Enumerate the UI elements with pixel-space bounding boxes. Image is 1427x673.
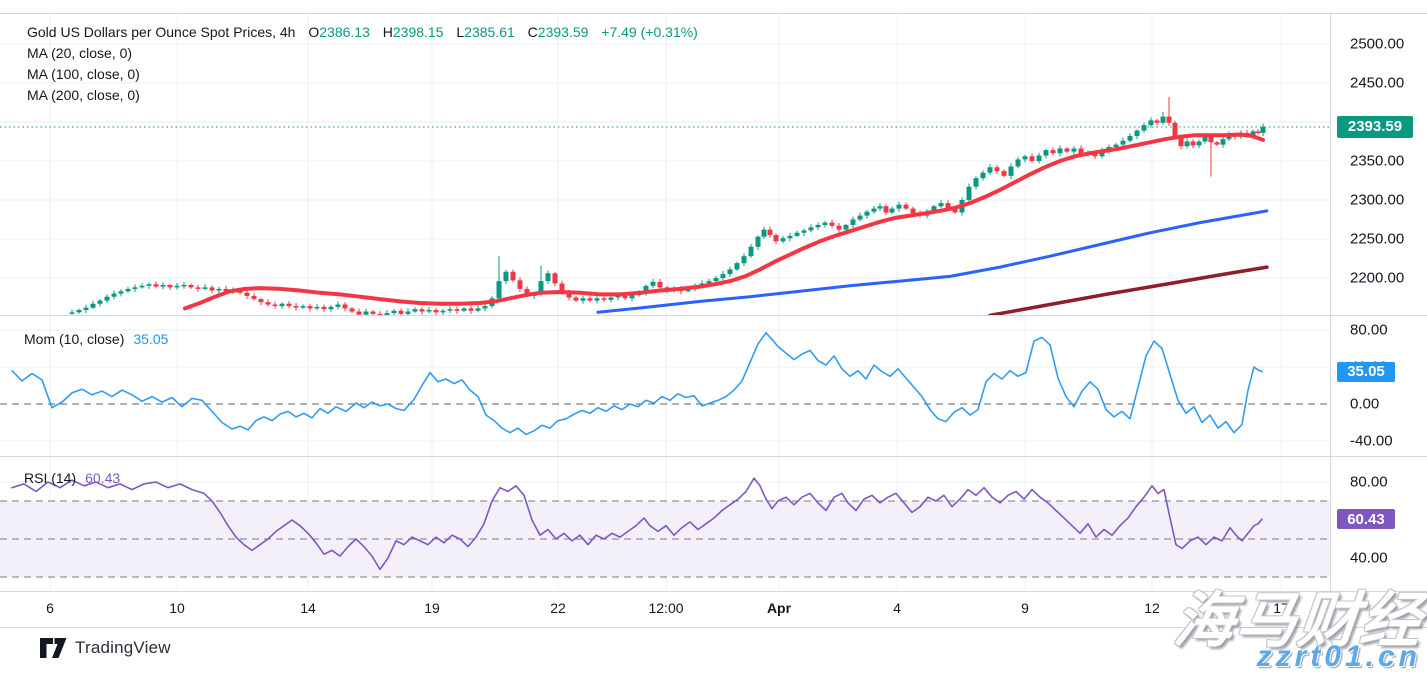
price-tick-2300: 2300.00 xyxy=(1350,191,1405,209)
legend-ma200[interactable]: MA (200, close, 0) xyxy=(27,87,140,103)
price-tick-2500: 2500.00 xyxy=(1350,35,1405,53)
last-price-badge: 2393.59 xyxy=(1337,115,1413,138)
price-scale[interactable]: 40.0080.00-40.000.0040.0080.002200.00225… xyxy=(1331,13,1427,627)
time-tick-12: 12 xyxy=(1144,600,1160,616)
price-tick-2450: 2450.00 xyxy=(1350,74,1405,92)
rsi-band xyxy=(0,501,1336,577)
mom-value-badge: 35.05 xyxy=(1337,361,1395,382)
tradingview-logo-icon xyxy=(40,638,67,658)
time-tick-22: 22 xyxy=(550,600,566,616)
ma200-line xyxy=(988,265,1269,315)
mom-line xyxy=(11,332,1263,436)
tradingview-brand-text: TradingView xyxy=(75,638,171,657)
high-label: H xyxy=(382,24,393,40)
price-mom-separator[interactable] xyxy=(0,315,1427,316)
price-tick-2350: 2350.00 xyxy=(1350,152,1405,170)
ma100-line xyxy=(596,209,1269,314)
rsi-timeaxis-separator xyxy=(0,591,1427,592)
symbol-title: Gold US Dollars per Ounce Spot Prices, 4… xyxy=(27,24,296,40)
mom-tick-80: 80.00 xyxy=(1350,321,1388,339)
mom-pane-legend[interactable]: Mom (10, close) 35.05 xyxy=(24,331,168,347)
low-value: 2385.61 xyxy=(464,24,515,40)
close-value: 2393.59 xyxy=(537,24,589,40)
mom-tick--40: -40.00 xyxy=(1350,432,1393,450)
time-tick-14: 14 xyxy=(300,600,316,616)
rsi-value: 60.43 xyxy=(85,470,121,486)
open-label: O xyxy=(308,24,320,40)
price-tick-2200: 2200.00 xyxy=(1350,269,1405,287)
high-value: 2398.15 xyxy=(392,24,444,40)
rsi-label: RSI (14) xyxy=(24,470,77,486)
time-tick-19: 19 xyxy=(424,600,440,616)
low-label: L xyxy=(456,24,465,40)
tradingview-logo[interactable]: TradingView xyxy=(40,638,171,658)
timeaxis-bottom-border xyxy=(0,627,1427,628)
ma20-line xyxy=(183,132,1265,311)
legend-ma100[interactable]: MA (100, close, 0) xyxy=(27,66,140,82)
time-tick-17: 17 xyxy=(1273,600,1289,616)
change-value: +7.49 (+0.31%) xyxy=(601,24,698,40)
symbol-header[interactable]: Gold US Dollars per Ounce Spot Prices, 4… xyxy=(27,24,698,40)
time-tick-10: 10 xyxy=(169,600,185,616)
time-tick-9: 9 xyxy=(1021,600,1029,616)
price-tick-2250: 2250.00 xyxy=(1350,230,1405,248)
rsi-tick-40: 40.00 xyxy=(1350,549,1388,567)
open-value: 2386.13 xyxy=(319,24,370,40)
time-tick-12:00: 12:00 xyxy=(648,600,684,616)
price-scale-separator xyxy=(1330,13,1331,627)
rsi-line xyxy=(11,477,1263,571)
time-tick-Apr: Apr xyxy=(766,600,792,616)
candles xyxy=(69,97,1266,315)
time-tick-4: 4 xyxy=(893,600,901,616)
rsi-pane-legend[interactable]: RSI (14) 60.43 xyxy=(24,470,120,486)
chart-top-border xyxy=(0,13,1427,14)
time-scale[interactable]: 6 10 14 19 22 12:00 Apr 4 9 12 17 xyxy=(0,591,1427,627)
mom-value: 35.05 xyxy=(133,331,169,347)
close-label: C xyxy=(527,24,538,40)
time-tick-6: 6 xyxy=(46,600,54,616)
rsi-value-badge: 60.43 xyxy=(1337,509,1395,530)
footer-bar: TradingView xyxy=(0,627,1427,673)
mom-rsi-separator[interactable] xyxy=(0,456,1427,457)
mom-label: Mom (10, close) xyxy=(24,331,125,347)
legend-ma20[interactable]: MA (20, close, 0) xyxy=(27,45,133,61)
mom-tick-0: 0.00 xyxy=(1350,395,1380,413)
rsi-tick-80: 80.00 xyxy=(1350,473,1388,491)
